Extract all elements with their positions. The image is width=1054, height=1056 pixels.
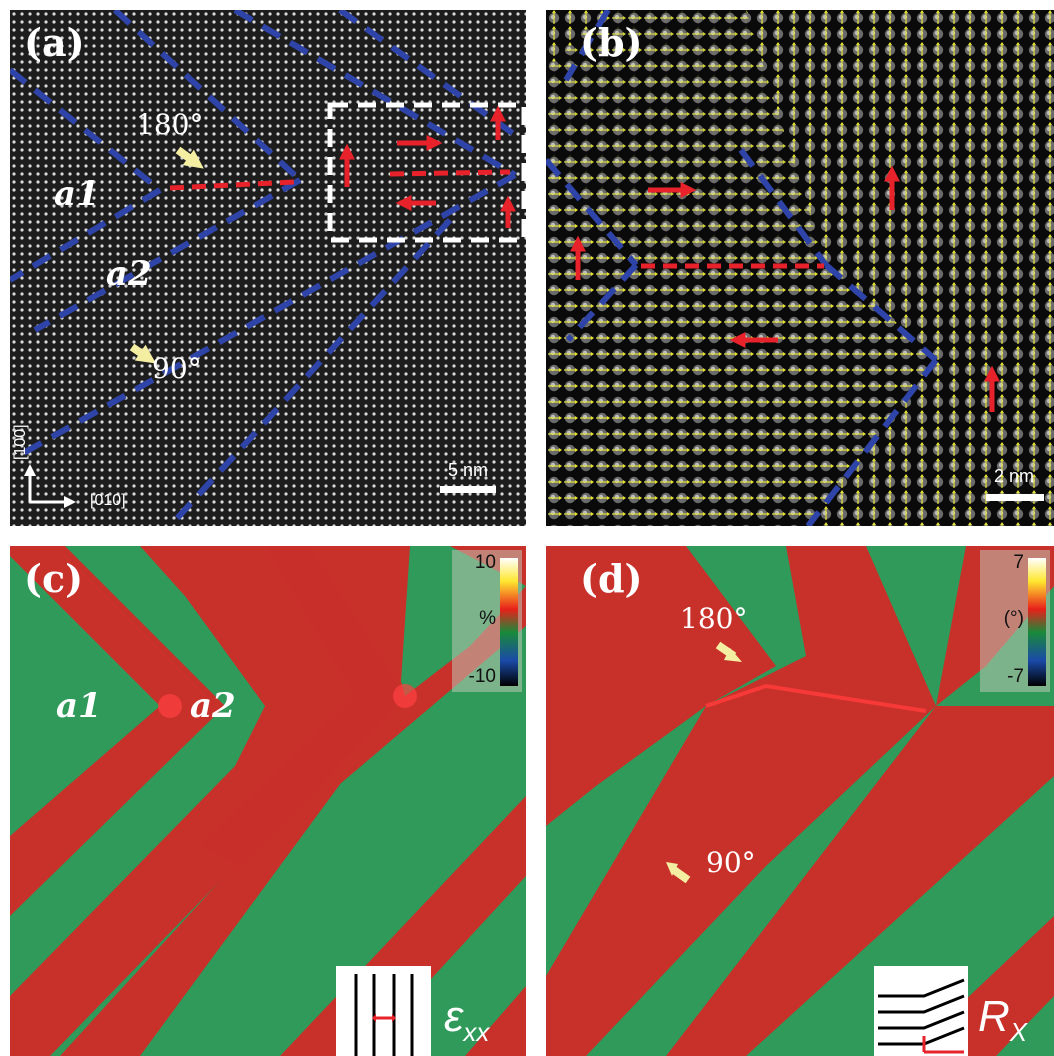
strain-band (60, 546, 405, 1056)
angle-label-90: 90° (706, 846, 756, 879)
domain-wall (338, 10, 517, 138)
colorbar-gradient (1028, 558, 1046, 686)
symbol-subscript: xx (463, 1016, 490, 1047)
symbol-main: ε (444, 992, 464, 1041)
colorbar: 10 % -10 (452, 550, 522, 692)
strain-hotspot (158, 694, 182, 718)
pointer-arrow-180 (175, 146, 204, 169)
strain-band (465, 986, 526, 1056)
domain-wall (112, 10, 303, 183)
strain-band (200, 546, 405, 866)
panel-d-rotation-map: (d) 180° 90° 7 (°) -7 RX (546, 546, 1054, 1056)
domain-wall (546, 158, 639, 267)
rotation-band (546, 546, 776, 826)
rotation-band (666, 706, 1054, 1056)
panel-d-graphics (546, 546, 1054, 1056)
angle-label-90: 90° (152, 352, 202, 385)
domain-wall (33, 177, 302, 333)
domain-walls-180 (169, 169, 511, 191)
strain-hotspot (393, 684, 417, 708)
domain-label-a1: a1 (54, 174, 100, 214)
scalebar (986, 494, 1044, 501)
strain-band (10, 546, 410, 1056)
panel-label: (a) (24, 20, 85, 65)
domain-wall (167, 217, 453, 526)
domain-wall (565, 262, 639, 343)
rotation-band (546, 546, 936, 1056)
zoom-region-box (327, 102, 526, 243)
axis-label-010: [010] (90, 492, 126, 509)
panel-c-strain-map: (c) a1 a2 10 % -10 εxx (10, 546, 526, 1056)
polarization-arrows (338, 105, 517, 228)
domain-wall (10, 67, 162, 193)
rotation-schematic (878, 978, 965, 1054)
domain-walls-90 (546, 10, 939, 526)
pointer-arrowhead (666, 862, 678, 876)
polarization-arrows (569, 165, 1001, 412)
domain-walls-90 (10, 10, 517, 526)
wall-lines (705, 683, 927, 713)
colorbar: 7 (°) -7 (980, 550, 1050, 692)
panel-b-graphics (546, 10, 1054, 526)
strain-band (10, 546, 225, 916)
strain-symbol: εxx (444, 992, 489, 1048)
domain-wall (233, 10, 517, 178)
pointer-arrows (129, 146, 204, 364)
pointer-arrowhead (724, 648, 742, 662)
angle-label-180: 180° (136, 108, 204, 141)
domain-wall (10, 187, 162, 283)
domain-wall (824, 262, 938, 363)
symbol-subscript: X (1009, 1016, 1028, 1047)
colorbar-unit: % (479, 608, 496, 629)
panel-label: (b) (580, 20, 643, 65)
colorbar-gradient (500, 558, 518, 686)
domain-wall (738, 148, 829, 267)
angle-label-180: 180° (680, 602, 748, 635)
panel-label: (c) (24, 556, 84, 601)
domain-label-a2: a2 (106, 254, 152, 294)
colorbar-max: 10 (474, 552, 496, 573)
colorbar-min: -7 (1007, 666, 1024, 687)
strain-red-bands-secondary (200, 546, 405, 866)
atomic-lattice-upper-domain (546, 10, 826, 265)
wall-180 (389, 169, 511, 177)
rotation-symbol: RX (978, 992, 1027, 1048)
scalebar-label: 5 nm (447, 460, 489, 480)
domain-label-a1: a1 (56, 686, 102, 726)
colorbar-unit: (°) (1003, 608, 1024, 629)
pointer-arrow-90 (129, 343, 156, 364)
colorbar-max: 7 (1013, 552, 1024, 573)
strain-schematic-inset (336, 966, 431, 1056)
panel-label: (d) (580, 556, 643, 601)
domain-wall (563, 10, 611, 82)
strain-schematic (354, 974, 414, 1056)
pointer-arrow-90 (671, 866, 691, 884)
panel-b-displacement-map: (b) 2 nm (546, 10, 1054, 526)
colorbar-min: -10 (468, 666, 496, 687)
wall-180-trace (705, 683, 927, 713)
panel-c-graphics (10, 546, 526, 1056)
scalebar-label: 2 nm (993, 466, 1035, 486)
rotation-schematic-inset (874, 966, 968, 1056)
atomic-lattice (10, 10, 526, 526)
panel-a-graphics (10, 10, 526, 526)
domain-wall (805, 358, 939, 526)
domain-label-a2: a2 (190, 686, 236, 726)
symbol-main: R (978, 992, 1010, 1041)
crystal-axes (24, 464, 76, 508)
panel-a-haadf-image: (a) 180° 90° a1 a2 5 nm [100] [010] (10, 10, 526, 526)
axis-label-100: [100] (12, 424, 29, 460)
scalebar (440, 486, 496, 493)
